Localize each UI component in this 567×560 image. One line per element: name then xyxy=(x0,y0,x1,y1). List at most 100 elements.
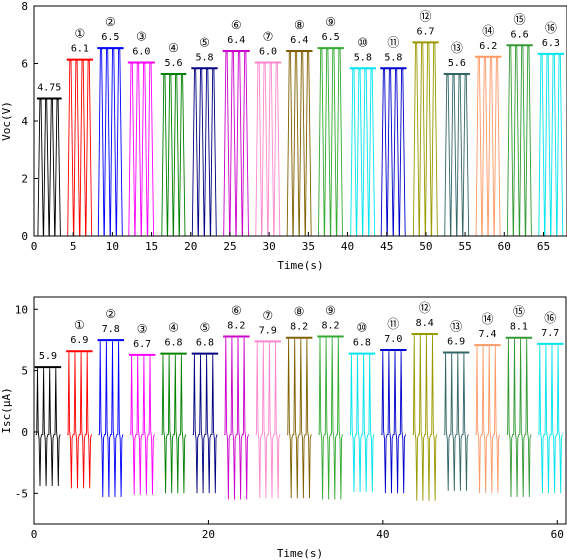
peak-value-label: 6.7 xyxy=(416,26,434,37)
signal-segment xyxy=(349,354,375,493)
signal-segment xyxy=(67,60,93,237)
peak-value-label: 6.5 xyxy=(322,32,340,43)
segment-index-label: ⑦ xyxy=(263,30,274,44)
x-tick-label: 20 xyxy=(202,528,215,541)
signal-segment xyxy=(255,63,281,237)
signal-segment xyxy=(98,341,124,498)
peak-value-label: 7.8 xyxy=(102,324,120,335)
y-tick-label: 5 xyxy=(21,365,28,378)
segment-index-label: ⑬ xyxy=(450,319,462,333)
peak-value-label: 8.2 xyxy=(321,320,339,331)
segment-index-label: ⑥ xyxy=(231,303,242,317)
peak-value-label: 8.2 xyxy=(227,320,245,331)
peak-value-label: 5.8 xyxy=(384,52,402,63)
segment-index-label: ⑥ xyxy=(231,18,242,32)
x-tick-label: 15 xyxy=(145,240,158,253)
y-tick-label: 10 xyxy=(15,303,28,316)
segment-index-label: ④ xyxy=(168,321,179,335)
signal-segment xyxy=(286,51,312,237)
peak-value-label: 8.4 xyxy=(416,318,434,329)
signal-segment xyxy=(129,355,155,495)
x-tick-label: 35 xyxy=(302,240,315,253)
plot-frame xyxy=(33,296,567,525)
chart-panel-2: 5.9 6.9 ① 7.8 ② 6.7 ③ 6.8 ④ 6.8 ⑤ 8.2 ⑥ 7.9 ⑦ 8.2 ⑧ 8.2 ⑨ 6… xyxy=(0,296,567,560)
segment-index-label: ⑩ xyxy=(357,321,368,335)
peak-value-label: 6.2 xyxy=(479,41,497,52)
signal-segment xyxy=(97,48,123,237)
peak-value-label: 6.4 xyxy=(227,35,245,46)
segment-index-label: ⑪ xyxy=(387,317,399,331)
peak-value-label: 7.4 xyxy=(478,329,496,340)
x-tick-label: 60 xyxy=(498,240,511,253)
peak-value-label: 6.0 xyxy=(259,47,277,58)
segment-index-label: ⑫ xyxy=(419,301,431,315)
chart-panel-1: 4.75 6.1 ① 6.5 ② 6.0 ③ 5.6 ④ 5.8 ⑤ 6.4 ⑥ 6.0 ⑦ 6.4 ⑧ 6.5 ⑨… xyxy=(0,0,567,272)
peak-value-label: 6.8 xyxy=(165,338,183,349)
signal-segment xyxy=(67,352,93,489)
signal-segment xyxy=(381,350,406,494)
peak-value-label: 6.0 xyxy=(132,47,150,58)
signal-segment xyxy=(412,334,438,501)
peak-value-label: 5.8 xyxy=(195,52,213,63)
signal-segment xyxy=(35,368,61,487)
x-tick-label: 10 xyxy=(106,240,119,253)
segment-index-label: ⑭ xyxy=(482,24,494,38)
signal-segment xyxy=(224,337,249,500)
segment-index-label: ⑮ xyxy=(513,305,525,319)
y-axis-label: Isc(μA) xyxy=(0,387,13,433)
segment-index-label: ⑨ xyxy=(325,303,336,317)
peak-value-label: 6.1 xyxy=(71,44,89,55)
segment-index-label: ⑯ xyxy=(545,21,557,35)
segment-index-label: ② xyxy=(105,307,116,321)
signal-segment xyxy=(318,337,344,500)
signal-segment xyxy=(506,338,532,498)
segment-index-label: ⑤ xyxy=(199,35,210,49)
signal-segment xyxy=(191,68,217,237)
segment-index-label: ⑦ xyxy=(262,308,273,322)
segment-index-label: ⑤ xyxy=(200,321,211,335)
y-axis-label: Voc(V) xyxy=(0,101,13,141)
signal-segment xyxy=(161,354,187,494)
x-tick-label: 0 xyxy=(31,240,38,253)
y-tick-label: 0 xyxy=(21,230,28,243)
x-axis-label: Time(s) xyxy=(277,259,323,272)
signal-segment xyxy=(223,51,249,237)
peak-value-label: 7.9 xyxy=(259,325,277,336)
signal-segment xyxy=(350,68,376,237)
x-tick-label: 25 xyxy=(223,240,236,253)
segment-index-label: ③ xyxy=(137,322,148,336)
x-tick-label: 65 xyxy=(537,240,550,253)
signal-segment xyxy=(286,338,312,499)
peak-value-label: 6.4 xyxy=(290,35,308,46)
peak-value-label: 7.7 xyxy=(541,328,559,339)
signal-segment xyxy=(443,353,469,491)
signal-segment xyxy=(412,42,438,237)
signal-segment xyxy=(380,68,406,237)
signal-segment xyxy=(538,54,564,237)
segment-index-label: ⑨ xyxy=(325,15,336,29)
peak-value-label: 5.8 xyxy=(354,52,372,63)
signal-segment xyxy=(444,74,470,237)
signal-segment xyxy=(128,63,155,237)
peak-value-label: 6.6 xyxy=(511,29,529,40)
signal-segment xyxy=(538,344,563,494)
y-tick-label: 8 xyxy=(21,0,28,13)
y-tick-label: -5 xyxy=(15,487,28,500)
segment-index-label: ④ xyxy=(168,41,179,55)
segment-index-label: ⑧ xyxy=(294,305,305,319)
segment-index-label: ⑧ xyxy=(294,18,305,32)
peak-value-label: 6.8 xyxy=(353,338,371,349)
y-tick-label: 0 xyxy=(21,426,28,439)
x-tick-label: 60 xyxy=(551,528,564,541)
peak-value-label: 5.6 xyxy=(164,58,182,69)
signal-segment xyxy=(475,57,501,237)
peak-value-label: 6.9 xyxy=(70,335,88,346)
peak-value-label: 5.9 xyxy=(39,351,57,362)
segment-index-label: ② xyxy=(105,15,116,29)
peak-value-label: 6.5 xyxy=(101,32,119,43)
x-tick-label: 0 xyxy=(31,528,38,541)
signal-segment xyxy=(37,98,61,237)
signal-segment xyxy=(475,346,501,494)
x-axis-label: Time(s) xyxy=(277,547,323,560)
y-tick-label: 6 xyxy=(21,58,28,71)
